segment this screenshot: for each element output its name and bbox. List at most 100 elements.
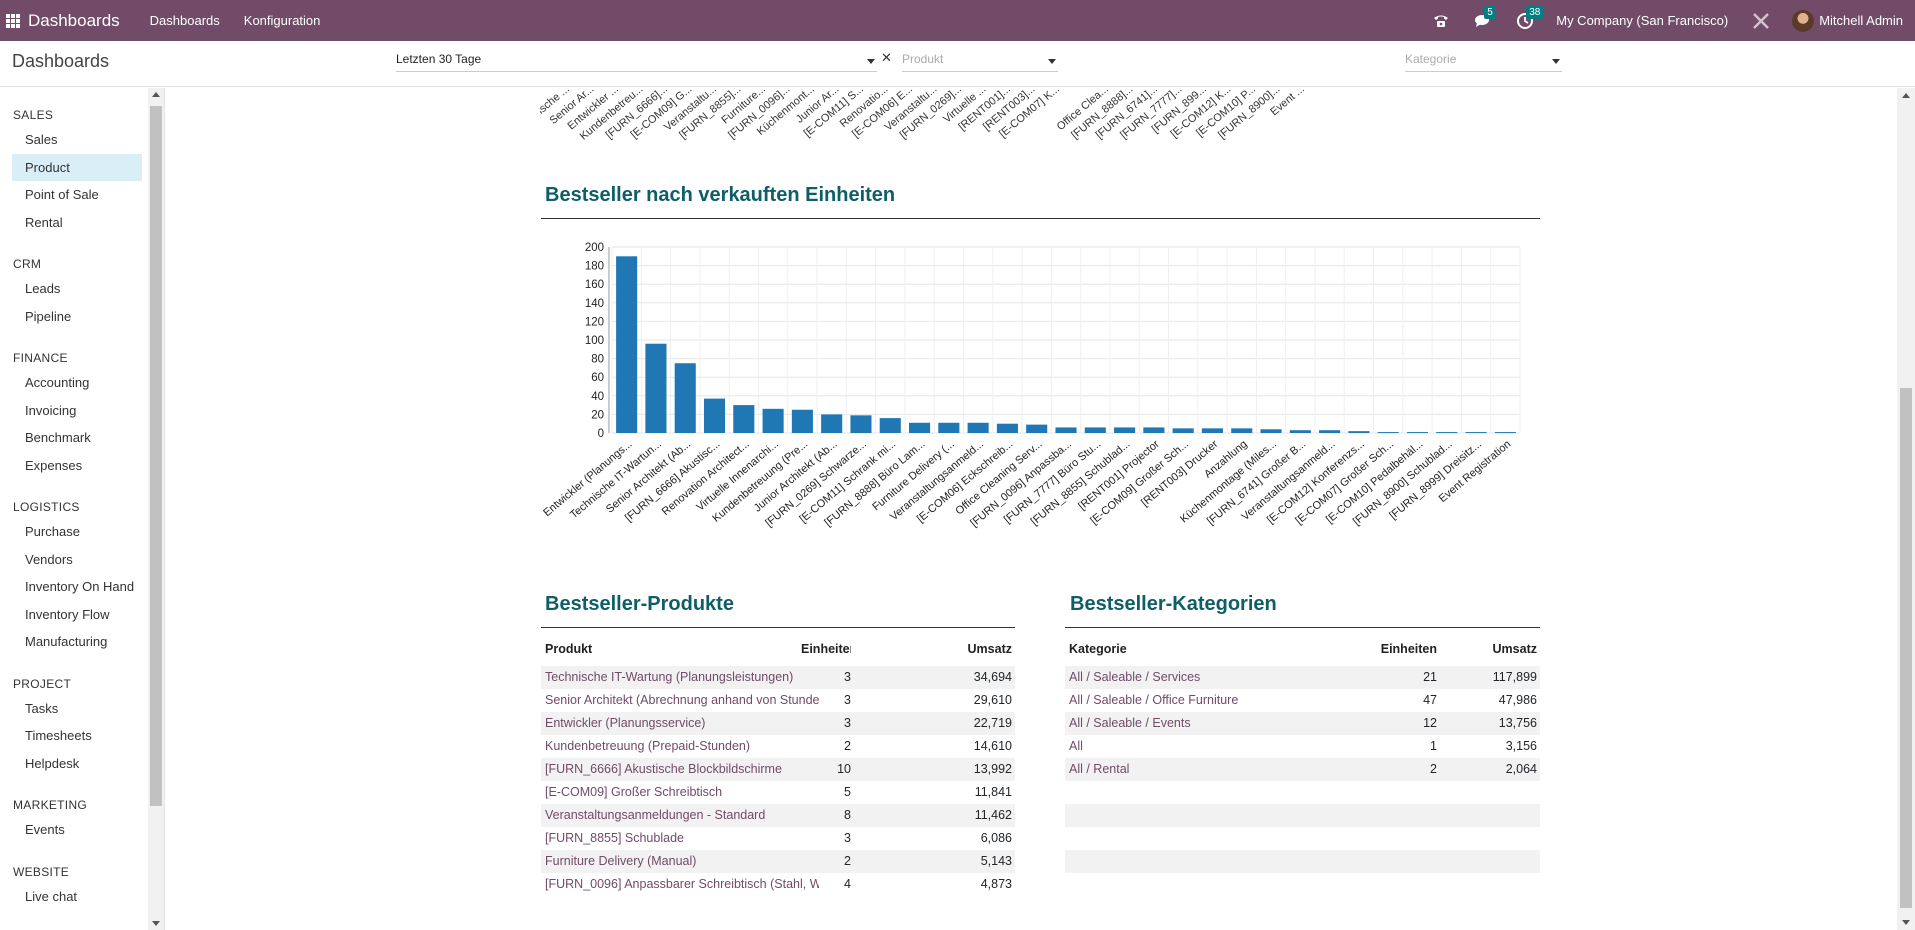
sidebar-item-expenses[interactable]: Expenses [25, 457, 83, 473]
bar[interactable] [1084, 427, 1106, 433]
sidebar-item-leads[interactable]: Leads [25, 281, 61, 296]
sidebar-item-purchase[interactable]: Purchase [25, 524, 80, 539]
column-header[interactable]: Umsatz [967, 642, 1012, 656]
bar[interactable] [909, 422, 931, 433]
sidebar-item-helpdesk[interactable]: Helpdesk [25, 755, 80, 771]
table-row[interactable]: [E-COM09] Großer Schreibtisch 5 11,841 [541, 781, 1015, 804]
period-select[interactable]: Letzten 30 Tage [396, 50, 877, 72]
bar[interactable] [1143, 427, 1165, 433]
bar[interactable] [1406, 432, 1429, 434]
bar[interactable] [967, 422, 989, 433]
bar[interactable] [1289, 430, 1311, 433]
sidebar-item-point-of-sale[interactable]: Point of Sale [25, 187, 99, 202]
product-name-cell[interactable]: Furniture Delivery (Manual) [545, 854, 697, 868]
column-header[interactable]: Umsatz [1492, 642, 1537, 656]
bar[interactable] [703, 398, 726, 433]
bar[interactable] [850, 415, 872, 433]
sidebar-scrollbar[interactable] [148, 88, 164, 930]
bar[interactable] [996, 423, 1018, 433]
sidebar-item-benchmark[interactable]: Benchmark [25, 430, 91, 445]
bar[interactable] [645, 343, 667, 433]
menu-konfiguration[interactable]: Konfiguration [243, 13, 321, 28]
table-row[interactable]: All / Saleable / Events 12 13,756 [1065, 712, 1540, 735]
main-scrollbar[interactable] [1897, 88, 1915, 930]
sidebar-item-vendors[interactable]: Vendors [25, 551, 73, 567]
column-header[interactable]: Einheiten [1380, 642, 1437, 656]
product-select[interactable]: Produkt [902, 50, 1058, 72]
category-name-cell[interactable]: All / Rental [1069, 762, 1130, 776]
table-row[interactable]: Technische IT-Wartung (Planungsleistunge… [541, 666, 1015, 689]
table-row[interactable]: All / Saleable / Office Furniture 47 47,98… [1065, 689, 1540, 712]
table-row[interactable]: [FURN_8855] Schublade 3 6,086 [541, 827, 1015, 850]
bar[interactable] [1231, 428, 1253, 433]
bar[interactable] [1436, 432, 1458, 434]
bar[interactable] [879, 418, 901, 433]
activities-clock-icon[interactable]: 38 [1514, 5, 1544, 32]
sidebar-item-pipeline[interactable]: Pipeline [25, 308, 72, 324]
bar[interactable] [1114, 427, 1136, 433]
table-row[interactable]: [FURN_6666] Akustische Blockbildschirme 1… [541, 758, 1015, 781]
category-name-cell[interactable]: All / Saleable / Office Furniture [1069, 693, 1239, 707]
user-menu[interactable]: Mitchell Admin [1792, 9, 1903, 32]
category-name-cell[interactable]: All [1069, 739, 1083, 753]
messages-icon[interactable]: 5 [1472, 5, 1496, 32]
bar[interactable] [791, 409, 813, 433]
bar[interactable] [762, 408, 784, 433]
product-name-cell[interactable]: [E-COM09] Großer Schreibtisch [545, 785, 723, 799]
bar[interactable] [1494, 432, 1516, 434]
product-name-cell[interactable]: Veranstaltungsanmeldungen - Standard [545, 808, 766, 822]
debug-tools-icon[interactable] [1750, 10, 1772, 32]
product-name-cell[interactable]: [FURN_8855] Schublade [545, 831, 684, 845]
table-row[interactable]: All / Rental 2 2,064 [1065, 758, 1540, 781]
sidebar-item-accounting[interactable]: Accounting [25, 375, 90, 390]
bar[interactable] [674, 363, 696, 433]
bar[interactable] [1348, 431, 1370, 433]
table-row[interactable]: All / Saleable / Services 21 117,899 [1065, 666, 1540, 689]
product-name-cell[interactable]: Kundenbetreuung (Prepaid-Stunden) [545, 739, 751, 753]
clear-filter-icon[interactable]: ✕ [881, 50, 892, 65]
bar[interactable] [1260, 429, 1282, 433]
sidebar-item-timesheets[interactable]: Timesheets [25, 728, 92, 743]
table-row[interactable]: [FURN_0096] Anpassbarer Schreibtisch (St… [541, 873, 1015, 896]
sidebar-item-rental[interactable]: Rental [25, 214, 63, 230]
phone-icon[interactable] [1430, 10, 1452, 32]
bar[interactable] [1026, 424, 1048, 433]
table-row[interactable]: All 1 3,156 [1065, 735, 1540, 758]
product-name-cell[interactable]: Senior Architekt (Abrechnung anhand von … [545, 693, 819, 707]
app-brand[interactable]: Dashboards [28, 10, 120, 30]
table-row[interactable]: Furniture Delivery (Manual) 2 5,143 [541, 850, 1015, 873]
category-select[interactable]: Kategorie [1405, 50, 1562, 72]
product-name-cell[interactable]: Technische IT-Wartung (Planungsleistunge… [545, 670, 794, 684]
bar[interactable] [1377, 432, 1399, 434]
column-header[interactable]: Produkt [545, 642, 593, 656]
sidebar-item-inventory-flow[interactable]: Inventory Flow [25, 606, 110, 622]
bar[interactable] [616, 256, 638, 433]
bar[interactable] [938, 422, 960, 433]
sidebar-item-manufacturing[interactable]: Manufacturing [25, 634, 108, 649]
bar[interactable] [1172, 428, 1194, 433]
table-row[interactable]: Veranstaltungsanmeldungen - Standard 8 11,… [541, 804, 1015, 827]
sidebar-item-events[interactable]: Events [25, 822, 65, 837]
category-name-cell[interactable]: All / Saleable / Events [1069, 716, 1191, 730]
bar[interactable] [1055, 427, 1077, 433]
product-name-cell[interactable]: Entwickler (Planungsservice) [545, 716, 706, 730]
bar[interactable] [733, 405, 755, 433]
table-row[interactable]: Entwickler (Planungsservice) 3 22,719 [541, 712, 1015, 735]
sidebar-item-inventory-on-hand[interactable]: Inventory On Hand [25, 579, 135, 594]
column-header[interactable]: Kategorie [1069, 642, 1127, 656]
apps-menu-icon[interactable] [6, 13, 20, 28]
sidebar-item-invoicing[interactable]: Invoicing [25, 402, 77, 418]
bar[interactable] [1319, 430, 1341, 433]
table-row[interactable]: Kundenbetreuung (Prepaid-Stunden) 2 14,610 [541, 735, 1015, 758]
menu-dashboards[interactable]: Dashboards [149, 13, 220, 28]
table-row[interactable]: Senior Architekt (Abrechnung anhand von … [541, 689, 1015, 712]
bar[interactable] [821, 414, 843, 433]
bar[interactable] [1201, 428, 1223, 433]
sidebar-item-sales[interactable]: Sales [25, 132, 58, 147]
product-name-cell[interactable]: [FURN_6666] Akustische Blockbildschirme [545, 762, 782, 776]
sidebar-item-tasks[interactable]: Tasks [25, 700, 59, 716]
sidebar-item-live-chat[interactable]: Live chat [25, 888, 78, 904]
company-switcher[interactable]: My Company (San Francisco) [1556, 13, 1729, 28]
sidebar-item-product[interactable]: Product [12, 153, 142, 181]
column-header[interactable]: Einheiten [801, 642, 851, 656]
